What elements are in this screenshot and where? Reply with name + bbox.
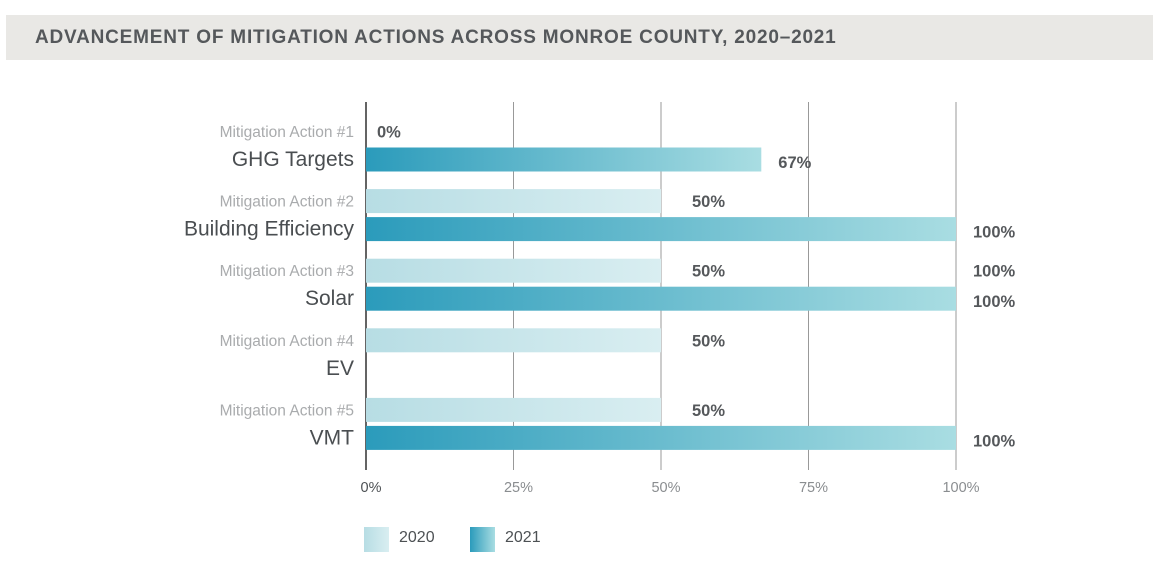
data-label-2021: 100% [973, 224, 1016, 242]
x-tick-label: 0% [361, 480, 382, 496]
action-name-label: Solar [305, 287, 354, 310]
bar-2021 [366, 217, 956, 242]
action-number-label: Mitigation Action #2 [220, 194, 354, 211]
data-label-2021: 100% [973, 432, 1016, 450]
action-name-label: VMT [310, 426, 355, 449]
bar-2020 [366, 397, 661, 422]
data-label-2021: 67% [778, 154, 811, 172]
action-name-label: EV [326, 357, 354, 380]
bar-2021 [366, 147, 762, 172]
title-bar: ADVANCEMENT OF MITIGATION ACTIONS ACROSS… [6, 15, 1153, 60]
action-number-label: Mitigation Action #5 [220, 402, 354, 419]
legend-swatch-2020 [364, 527, 389, 552]
x-tick-label: 75% [799, 480, 828, 496]
data-label-2020: 50% [692, 332, 725, 350]
x-tick-label: 50% [651, 480, 680, 496]
bar-2020 [366, 328, 661, 353]
data-label-2020: 50% [692, 193, 725, 211]
action-number-label: Mitigation Action #4 [220, 333, 355, 350]
legend-swatch-2021 [470, 527, 495, 552]
x-tick-label: 25% [504, 480, 533, 496]
legend-label-2020: 2020 [399, 529, 435, 546]
action-name-label: GHG Targets [232, 148, 354, 171]
action-number-label: Mitigation Action #3 [220, 263, 354, 280]
action-name-label: Building Efficiency [184, 218, 355, 241]
data-label-2020: 50% [692, 402, 725, 420]
bar-2021 [366, 425, 956, 450]
data-label-2020: 50% [692, 263, 725, 281]
data-label-2020: 0% [377, 124, 401, 142]
bar-2020 [366, 258, 661, 283]
bar-2020 [366, 189, 661, 214]
x-tick-label: 100% [942, 480, 979, 496]
action-number-label: Mitigation Action #1 [220, 124, 354, 141]
bar-2021 [366, 286, 956, 311]
data-label-2021: 100% [973, 293, 1016, 311]
extra-data-label: 100% [973, 263, 1016, 281]
chart-title: ADVANCEMENT OF MITIGATION ACTIONS ACROSS… [35, 27, 837, 48]
legend-label-2021: 2021 [505, 529, 541, 546]
